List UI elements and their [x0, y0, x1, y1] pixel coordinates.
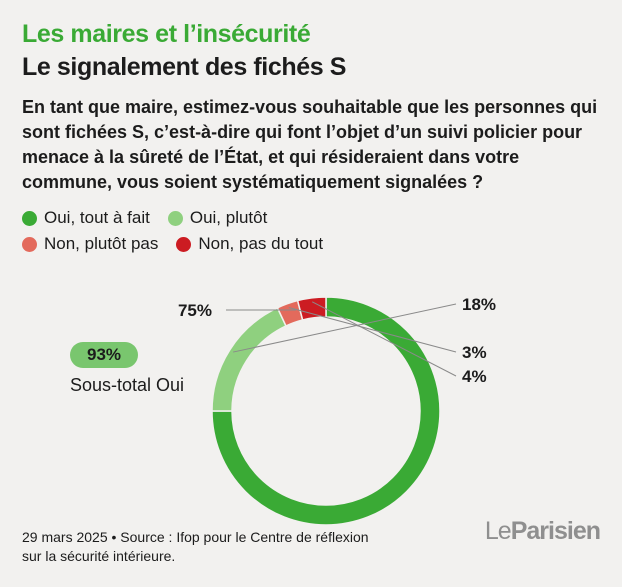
legend-swatch	[176, 236, 192, 252]
footer-source: 29 mars 2025 • Source : Ifop pour le Cen…	[22, 528, 422, 566]
leader-line	[233, 303, 457, 353]
legend-row: Non, plutôt pas Non, pas du tout	[22, 231, 612, 257]
logo-part: Le	[484, 517, 512, 545]
leader-line	[311, 301, 457, 377]
leader-line	[288, 307, 457, 353]
donut-slice	[211, 296, 441, 526]
footer-line: 29 mars 2025 • Source : Ifop pour le Cen…	[22, 529, 369, 545]
donut-slices	[211, 296, 441, 526]
chart-kicker: Les maires et l’insécurité	[22, 20, 311, 48]
donut-leader-lines	[226, 301, 457, 377]
slice-value-label: 75%	[178, 301, 212, 320]
survey-question: En tant que maire, estimez-vous souhaita…	[22, 97, 598, 192]
slice-value-label: 18%	[462, 295, 496, 314]
legend-label: Oui, plutôt	[189, 208, 268, 227]
subtotal-label: Sous-total Oui	[70, 375, 185, 395]
logo-part: Parisien	[510, 517, 601, 545]
legend-row: Oui, tout à fait Oui, plutôt	[22, 205, 612, 231]
legend-item-oui-plutot: Oui, plutôt	[167, 208, 268, 228]
le-parisien-logo: LeParisien	[484, 517, 601, 546]
legend-label: Non, plutôt pas	[44, 234, 159, 253]
legend-label: Oui, tout à fait	[44, 208, 150, 227]
chart-title: Le signalement des fichés S	[22, 53, 347, 81]
legend-item-oui-tout-a-fait: Oui, tout à fait	[22, 208, 150, 228]
legend: Oui, tout à fait Oui, plutôt Non, plutôt…	[22, 205, 612, 257]
legend-label: Non, pas du tout	[198, 234, 324, 253]
legend-swatch	[22, 210, 37, 226]
donut-slice	[211, 306, 287, 412]
legend-swatch	[22, 236, 37, 252]
slice-value-label: 4%	[462, 367, 487, 386]
donut-labels: 75% 18% 3% 4%	[178, 295, 496, 386]
subtotal-badge: 93%	[70, 342, 138, 368]
legend-swatch	[167, 210, 183, 226]
legend-item-non-pas-du-tout: Non, pas du tout	[176, 234, 323, 254]
footer-line: sur la sécurité intérieure.	[22, 548, 176, 564]
legend-item-non-plutot-pas: Non, plutôt pas	[22, 234, 158, 254]
slice-value-label: 3%	[462, 343, 487, 362]
